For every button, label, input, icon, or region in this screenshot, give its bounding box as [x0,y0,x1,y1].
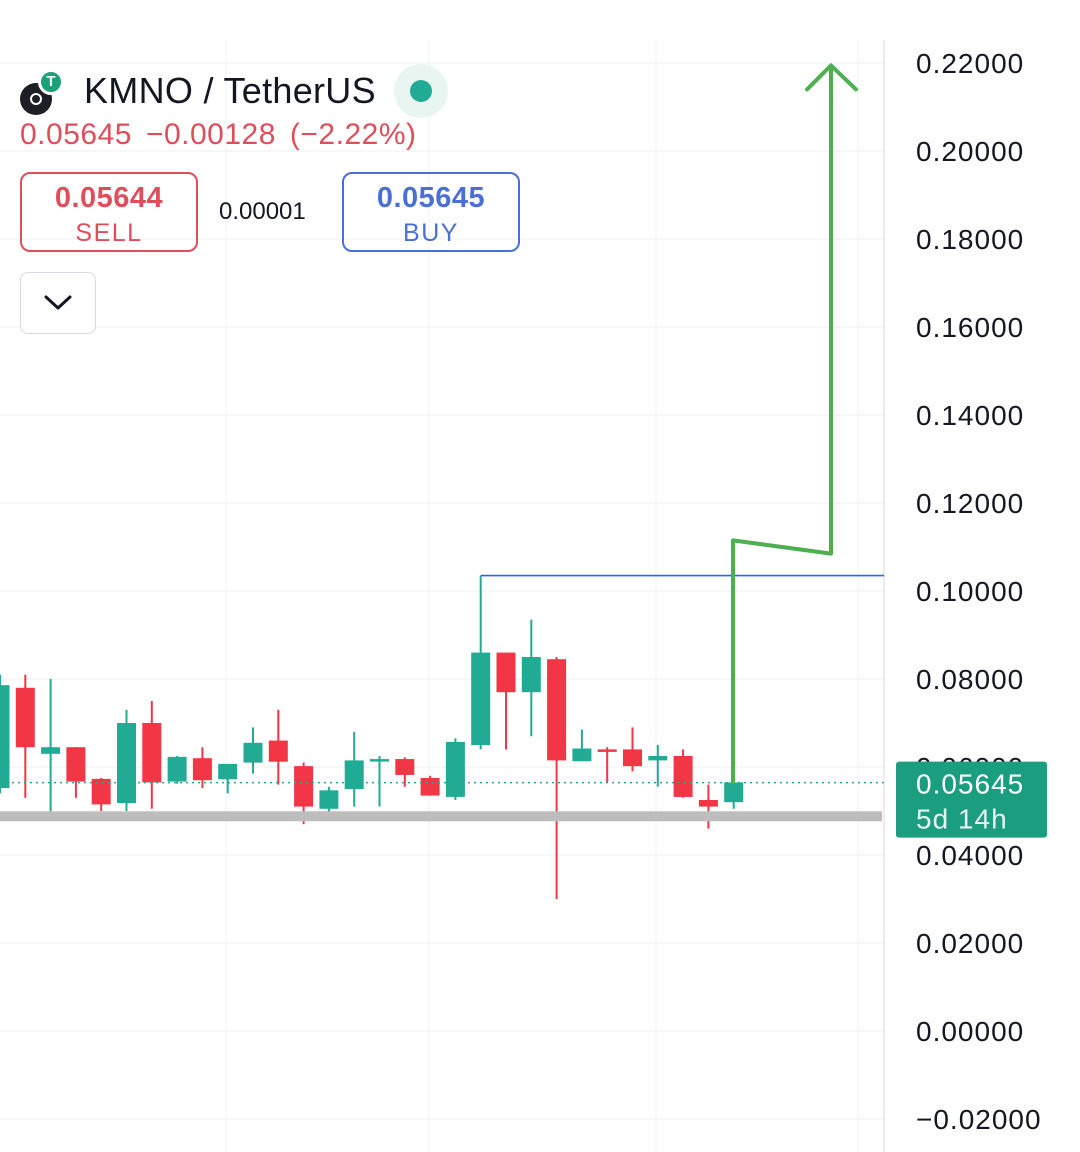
candle-up [218,763,238,794]
candle-up [41,679,61,814]
candle-up [445,738,465,800]
last-price: 0.05645 [20,118,132,151]
candle-down [547,657,567,899]
candle-up [648,745,668,787]
candle-body [41,747,61,754]
arrow-head [805,63,858,92]
candle-up [243,727,263,774]
candle-body [471,652,491,745]
y-tick-label: 0.02000 [916,928,1024,959]
support-band [0,811,882,822]
y-tick-label: 0.04000 [916,840,1024,871]
candle-down [597,747,617,783]
sell-price: 0.05644 [54,182,164,214]
candle-down [192,747,212,789]
candle-down [623,727,642,772]
y-tick-label: 0.22000 [916,48,1024,79]
candle-body [218,763,238,780]
candle-body [370,759,389,762]
candle-body [597,749,617,752]
collapse-button[interactable] [20,272,96,334]
current-price-label: 0.05645 5d 14h [896,761,1047,838]
candle-up [572,729,592,762]
candles [0,575,744,899]
candle-body [192,758,212,781]
candle-body [395,759,415,775]
y-tick-label: 0.14000 [916,400,1024,431]
spread-value: 0.00001 [219,198,306,225]
candle-body [167,756,187,782]
candle-body [724,782,744,803]
candle-down [420,775,440,796]
y-tick-label: 0.16000 [916,312,1024,343]
candle-body [66,747,86,782]
candle-up [370,756,389,807]
y-tick-label: −0.02000 [916,1104,1042,1135]
candle-up [0,674,10,794]
candle-body [142,723,162,783]
pair-title[interactable]: KMNO / TetherUS [84,70,376,111]
candle-down [91,778,111,811]
candle-body [15,687,35,748]
candle-up [521,619,541,737]
candle-body [344,760,364,789]
current-price-label-bg [896,761,1047,838]
candle-down [698,784,718,829]
sell-button[interactable]: 0.05644 SELL [20,172,198,252]
candle-body [445,741,465,797]
chart-drawings [0,63,884,822]
projection-arrow [731,65,833,785]
symbol-header: KMNO / TetherUS [20,58,448,118]
candle-down [496,652,516,750]
candle-up [117,709,136,811]
candle-countdown: 5d 14h [916,804,1008,835]
candle-body [0,685,10,789]
current-price-value: 0.05645 [916,769,1024,800]
candle-up [344,731,364,807]
price-change-percent: (−2.22%) [289,118,417,151]
candle-down [15,674,35,798]
candle-body [648,756,668,761]
price-change: −0.00128 [145,118,276,151]
candle-body [572,748,592,762]
y-tick-label: 0.00000 [916,1016,1024,1047]
candle-up [471,575,491,750]
market-open-dot-icon [393,64,448,118]
chevron-down-icon [44,295,72,310]
candle-down [66,747,86,798]
buy-label: BUY [403,219,459,247]
candle-body [91,778,111,805]
y-tick-label: 0.08000 [916,664,1024,695]
candle-down [142,701,162,809]
candle-body [496,652,516,693]
candle-body [268,740,288,762]
price-change-line: 0.05645 −0.00128 (−2.22%) [20,118,417,152]
candle-up [724,780,744,809]
sell-label: SELL [75,219,143,247]
y-tick-label: 0.10000 [916,576,1024,607]
candle-body [623,749,642,767]
price-axis: 0.22000 0.20000 0.18000 0.16000 0.14000 0.120… [896,48,1047,1135]
candle-body [420,778,440,796]
kmno-usdt-logo-icon [20,65,66,115]
buy-button[interactable]: 0.05645 BUY [342,172,520,252]
candle-down [395,757,415,787]
candle-body [673,756,693,797]
candle-body [698,800,718,807]
buy-price: 0.05645 [376,182,486,214]
candle-body [243,742,263,763]
y-tick-label: 0.20000 [916,136,1024,167]
candle-down [268,709,288,785]
candle-down [673,749,693,798]
y-tick-label: 0.18000 [916,224,1024,255]
candle-body [319,790,339,809]
candle-body [117,723,136,804]
grid-lines [0,40,885,1152]
candle-body [294,766,314,807]
candle-body [547,659,567,761]
candle-body [521,657,541,693]
y-tick-label: 0.12000 [916,488,1024,519]
candle-up [167,756,187,784]
